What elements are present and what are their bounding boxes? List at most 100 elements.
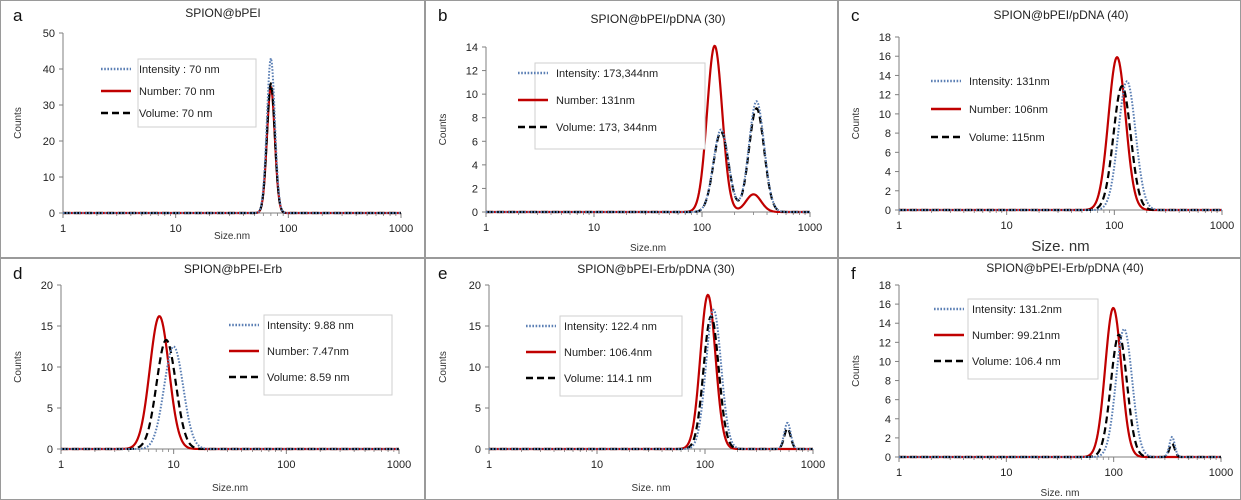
legend-entry: Volume: 114.1 nm bbox=[564, 373, 652, 385]
x-tick-label: 1 bbox=[486, 459, 492, 471]
y-tick-label: 20 bbox=[469, 280, 481, 292]
x-tick-label: 1000 bbox=[1210, 220, 1234, 232]
y-axis-label: Counts bbox=[13, 351, 24, 383]
y-tick-label: 10 bbox=[879, 356, 891, 368]
chart-svg: b SPION@bPEI/pDNA (30) 0 2 4 6 8 10 12 14 1 10 100 10… bbox=[438, 6, 822, 254]
y-tick-label: 6 bbox=[885, 147, 891, 159]
series-line-dashed bbox=[60, 338, 400, 451]
series-line-dotted bbox=[60, 345, 400, 450]
chart-title: SPION@bPEI-Erb/pDNA (40) bbox=[986, 261, 1144, 275]
legend-entry: Intensity: 9.88 nm bbox=[267, 320, 354, 332]
y-tick-label: 10 bbox=[41, 362, 53, 374]
chart-title: SPION@bPEI bbox=[185, 6, 261, 20]
series-line-solid bbox=[485, 44, 811, 214]
x-tick-label: 10 bbox=[1000, 467, 1012, 479]
y-tick-label: 30 bbox=[43, 100, 55, 112]
y-tick-label: 50 bbox=[43, 28, 55, 40]
y-tick-label: 18 bbox=[879, 32, 891, 44]
x-tick-label: 10 bbox=[588, 222, 600, 234]
y-tick-label: 10 bbox=[879, 109, 891, 121]
y-tick-label: 0 bbox=[885, 452, 891, 464]
legend-entry: Volume: 115nm bbox=[969, 132, 1045, 144]
y-axis-label: Counts bbox=[851, 355, 862, 387]
x-tick-label: 100 bbox=[1104, 467, 1122, 479]
x-tick-label: 1000 bbox=[798, 222, 822, 234]
chart-title: SPION@bPEI/pDNA (30) bbox=[591, 12, 726, 26]
chart-panel-d: d SPION@bPEI-Erb 0 5 10 15 20 1 10 100 1000 Size.nm… bbox=[0, 258, 425, 500]
y-tick-label: 8 bbox=[885, 128, 891, 140]
legend-entry: Number: 99.21nm bbox=[972, 330, 1060, 342]
legend-box bbox=[559, 315, 683, 397]
x-tick-label: 1 bbox=[58, 459, 64, 471]
legend: Intensity: 9.88 nm Number: 7.47nm Volume: … bbox=[229, 314, 393, 396]
y-tick-label: 18 bbox=[879, 280, 891, 292]
chart-panel-c: c SPION@bPEI/pDNA (40) 0 2 4 6 8 10 12 14 16 18 1 10 1… bbox=[838, 0, 1241, 258]
chart-svg: e SPION@bPEI-Erb/pDNA (30) 0 5 10 15 20 1 10 100 1… bbox=[438, 262, 825, 494]
y-axis-label: Counts bbox=[13, 107, 24, 139]
chart-title: SPION@bPEI-Erb bbox=[184, 262, 283, 276]
y-tick-label: 14 bbox=[879, 318, 891, 330]
y-tick-label: 20 bbox=[41, 280, 53, 292]
y-tick-label: 16 bbox=[879, 299, 891, 311]
y-tick-label: 2 bbox=[885, 186, 891, 198]
legend: Intensity: 131nm Number: 106nm Volume: 115… bbox=[931, 76, 1050, 144]
legend-entry: Number: 70 nm bbox=[139, 86, 215, 98]
y-tick-label: 0 bbox=[49, 208, 55, 220]
chart-svg: c SPION@bPEI/pDNA (40) 0 2 4 6 8 10 12 14 16 18 1 10 1… bbox=[851, 6, 1234, 255]
panel-letter: c bbox=[851, 6, 860, 25]
y-tick-label: 14 bbox=[879, 70, 891, 82]
x-tick-label: 1 bbox=[896, 220, 902, 232]
y-tick-label: 14 bbox=[466, 42, 478, 54]
series-line-dotted bbox=[898, 328, 1222, 458]
y-tick-label: 4 bbox=[472, 160, 478, 172]
series-line-dotted bbox=[898, 80, 1223, 211]
y-tick-label: 0 bbox=[885, 205, 891, 217]
x-axis-label: Size. nm bbox=[632, 483, 671, 494]
chart-title: SPION@bPEI/pDNA (40) bbox=[994, 8, 1129, 22]
y-tick-label: 0 bbox=[475, 444, 481, 456]
y-tick-label: 5 bbox=[475, 403, 481, 415]
legend-entry: Number: 131nm bbox=[556, 95, 635, 107]
series-line-dotted bbox=[62, 57, 402, 214]
chart-svg: f SPION@bPEI-Erb/pDNA (40) 0 2 4 6 8 10 12 14 16 18… bbox=[851, 261, 1233, 499]
x-axis-label: Size. nm bbox=[1041, 488, 1080, 499]
legend-entry: Volume: 106.4 nm bbox=[972, 356, 1061, 368]
legend-entry: Intensity : 70 nm bbox=[139, 64, 220, 76]
x-tick-label: 10 bbox=[591, 459, 603, 471]
y-tick-label: 0 bbox=[472, 207, 478, 219]
y-tick-label: 16 bbox=[879, 51, 891, 63]
y-tick-label: 2 bbox=[885, 433, 891, 445]
x-tick-label: 100 bbox=[693, 222, 711, 234]
legend: Intensity: 173,344nm Number: 131nm Volume:… bbox=[518, 62, 706, 150]
panel-letter: e bbox=[438, 264, 447, 283]
y-tick-label: 12 bbox=[466, 66, 478, 78]
legend: Intensity : 70 nm Number: 70 nm Volume: 70… bbox=[101, 58, 257, 128]
x-tick-label: 100 bbox=[279, 223, 297, 235]
y-tick-label: 8 bbox=[885, 376, 891, 388]
x-tick-label: 100 bbox=[277, 459, 295, 471]
panel-letter: b bbox=[438, 6, 447, 25]
series-line-solid bbox=[488, 293, 814, 451]
y-tick-label: 10 bbox=[469, 362, 481, 374]
x-axis-label: Size.nm bbox=[630, 243, 666, 254]
y-tick-label: 2 bbox=[472, 183, 478, 195]
x-tick-label: 1000 bbox=[387, 459, 411, 471]
legend-entry: Intensity: 122.4 nm bbox=[564, 321, 657, 333]
x-axis-label: Size.nm bbox=[212, 483, 248, 494]
x-tick-label: 100 bbox=[1105, 220, 1123, 232]
y-tick-label: 0 bbox=[47, 444, 53, 456]
panel-letter: f bbox=[851, 264, 856, 283]
chart-panel-e: e SPION@bPEI-Erb/pDNA (30) 0 5 10 15 20 1 10 100 1… bbox=[425, 258, 838, 500]
y-tick-label: 15 bbox=[469, 321, 481, 333]
y-tick-label: 10 bbox=[43, 172, 55, 184]
chart-svg: d SPION@bPEI-Erb 0 5 10 15 20 1 10 100 1000 Size.nm… bbox=[13, 262, 411, 494]
y-tick-label: 8 bbox=[472, 113, 478, 125]
y-tick-label: 6 bbox=[472, 136, 478, 148]
y-tick-label: 15 bbox=[41, 321, 53, 333]
y-tick-label: 4 bbox=[885, 167, 891, 179]
legend-entry: Number: 106nm bbox=[969, 104, 1048, 116]
chart-panel-f: f SPION@bPEI-Erb/pDNA (40) 0 2 4 6 8 10 12 14 16 18… bbox=[838, 258, 1241, 500]
x-tick-label: 1 bbox=[483, 222, 489, 234]
chart-title: SPION@bPEI-Erb/pDNA (30) bbox=[577, 262, 735, 276]
series-line-dashed bbox=[898, 84, 1223, 212]
